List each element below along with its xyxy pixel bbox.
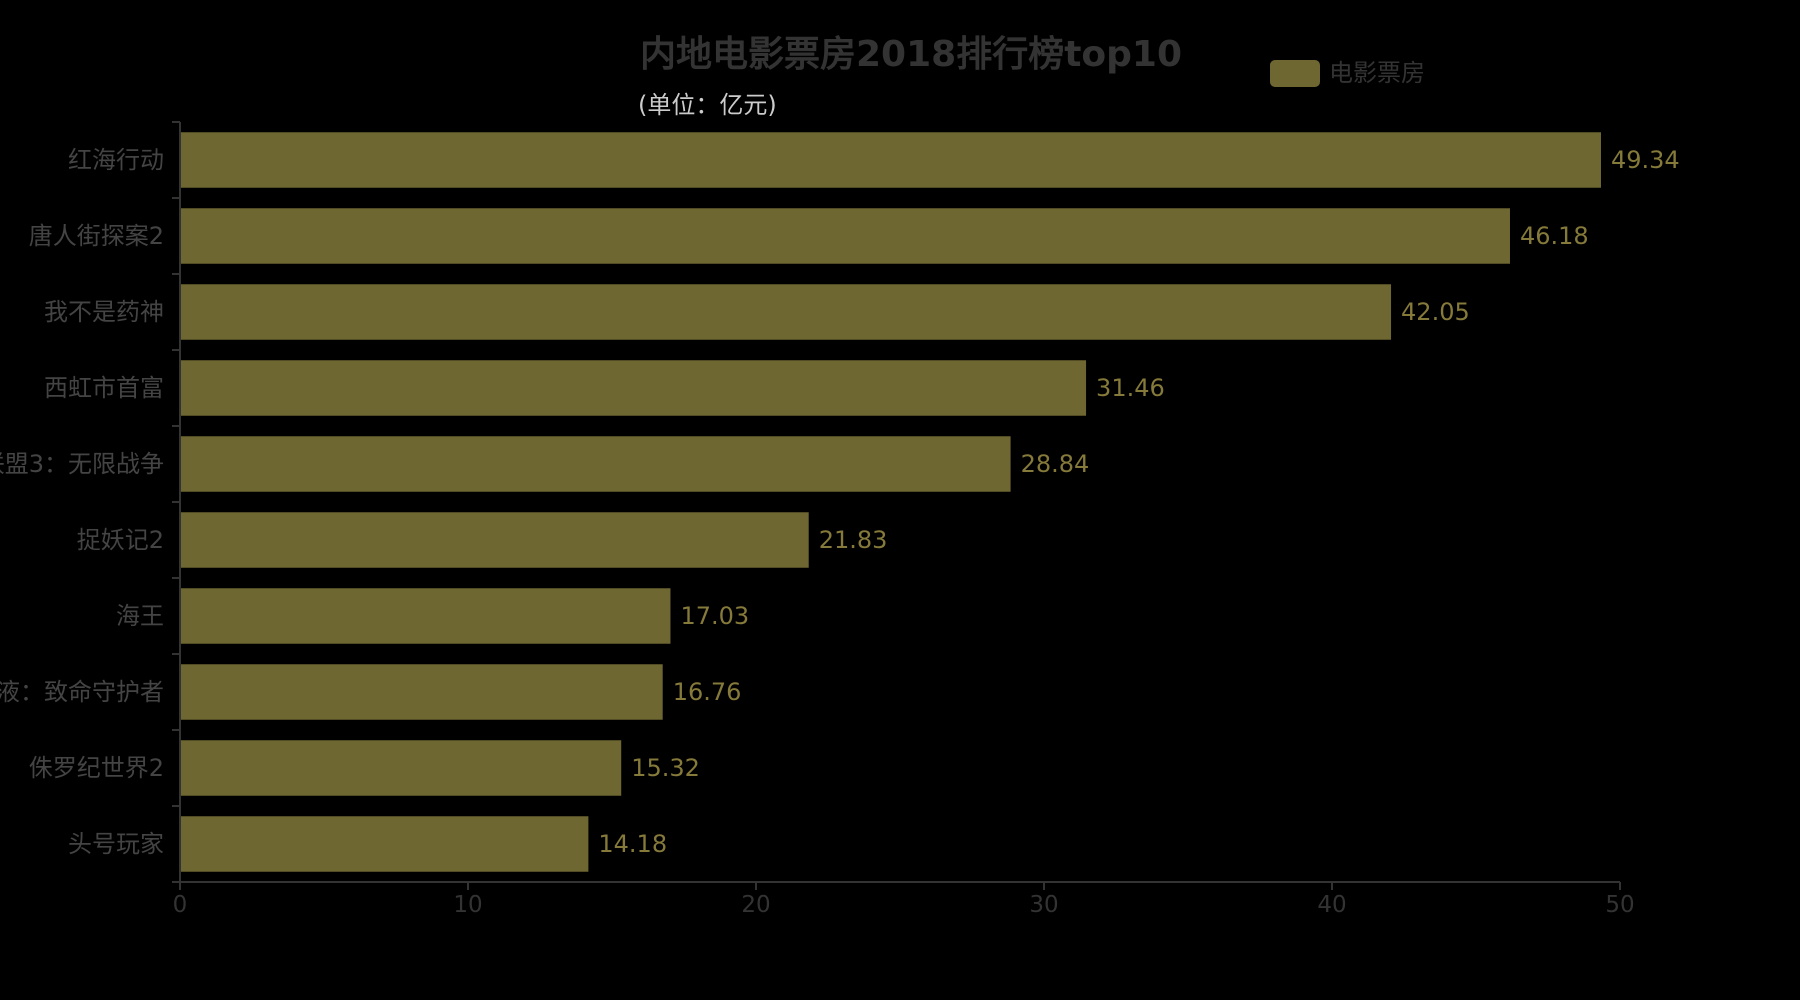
- value-label-1: 49.34: [1611, 146, 1680, 174]
- x-tick-label-50: 50: [1605, 892, 1634, 918]
- x-tick-label-30: 30: [1029, 892, 1058, 918]
- axes: 0 10 20 30 40 50: [172, 121, 1635, 918]
- legend-swatch[interactable]: [1270, 60, 1320, 87]
- chart-title: 内地电影票房2018排行榜top10: [640, 34, 1182, 75]
- category-label-5: 复仇者联盟3：无限战争: [0, 450, 164, 478]
- category-label-9: 侏罗纪世界2: [29, 754, 164, 782]
- value-label-7: 17.03: [680, 602, 749, 630]
- legend-label[interactable]: 电影票房: [1329, 59, 1425, 87]
- category-label-8: 毒液：致命守护者: [0, 678, 164, 706]
- bar-6[interactable]: [180, 512, 809, 568]
- x-tick-label-20: 20: [741, 892, 770, 918]
- bar-8[interactable]: [180, 664, 663, 720]
- bar-3[interactable]: [180, 284, 1392, 340]
- bar-9[interactable]: [180, 740, 622, 796]
- value-label-4: 31.46: [1096, 374, 1165, 402]
- value-labels: 49.34 46.18 42.05 31.46 28.84 21.83 17.03 16.76…: [598, 146, 1679, 858]
- bar-10[interactable]: [180, 816, 589, 872]
- x-tick-label-10: 10: [453, 892, 482, 918]
- category-label-10: 头号玩家: [68, 830, 164, 858]
- chart-subtitle: (单位：亿元): [638, 91, 777, 119]
- x-tick-label-40: 40: [1317, 892, 1346, 918]
- bars-group: [180, 132, 1601, 872]
- category-label-2: 唐人街探案2: [29, 222, 164, 250]
- category-label-1: 红海行动: [68, 146, 164, 174]
- category-label-3: 我不是药神: [44, 298, 164, 326]
- bar-2[interactable]: [180, 208, 1510, 264]
- value-label-10: 14.18: [598, 830, 667, 858]
- value-label-3: 42.05: [1401, 298, 1470, 326]
- bar-7[interactable]: [180, 588, 671, 644]
- value-label-9: 15.32: [631, 754, 700, 782]
- bar-1[interactable]: [180, 132, 1601, 188]
- value-label-2: 46.18: [1520, 222, 1589, 250]
- bar-4[interactable]: [180, 360, 1087, 416]
- category-label-7: 海王: [116, 602, 164, 630]
- x-tick-label-0: 0: [173, 892, 188, 918]
- bar-5[interactable]: [180, 436, 1011, 492]
- category-label-6: 捉妖记2: [77, 526, 164, 554]
- category-label-4: 西虹市首富: [44, 374, 164, 402]
- value-label-6: 21.83: [819, 526, 888, 554]
- value-label-5: 28.84: [1021, 450, 1090, 478]
- value-label-8: 16.76: [673, 678, 742, 706]
- legend[interactable]: 电影票房: [1270, 59, 1425, 87]
